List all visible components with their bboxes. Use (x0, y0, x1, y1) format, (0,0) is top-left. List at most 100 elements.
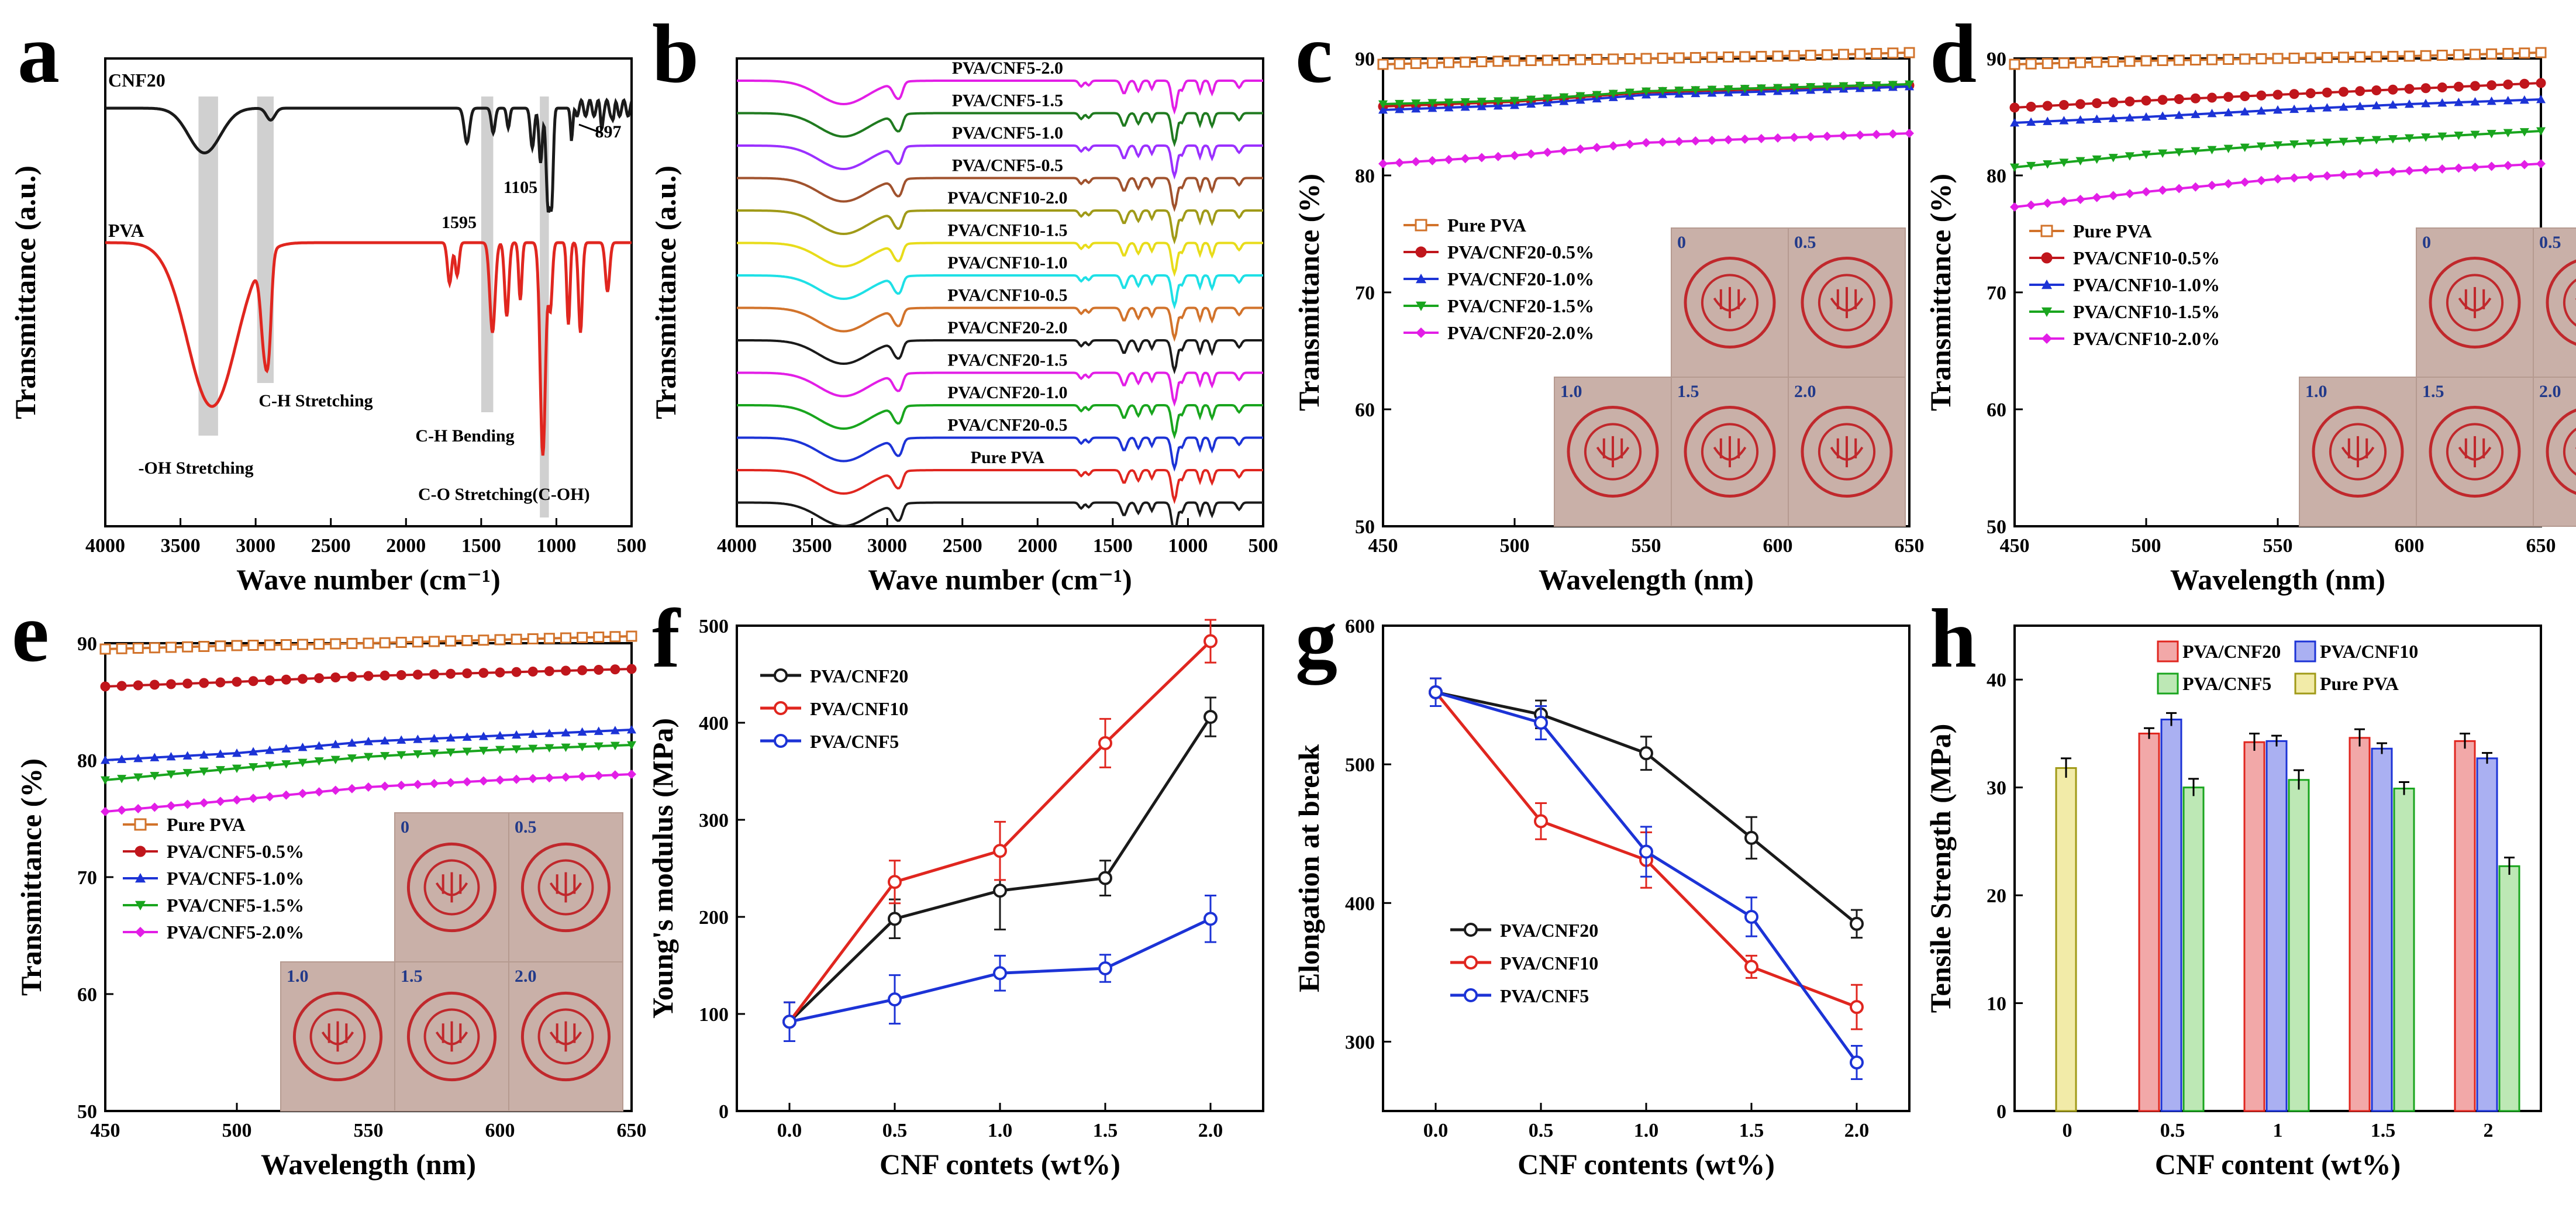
data-point (888, 992, 902, 1007)
data-point (2470, 81, 2480, 91)
data-point (2010, 202, 2019, 212)
data-point (2453, 49, 2464, 61)
y-axis-title: Young's modulus (MPa) (646, 718, 679, 1019)
data-point (199, 750, 209, 759)
data-point (1575, 54, 1586, 65)
bar (2371, 747, 2393, 1112)
axes-frame (104, 57, 633, 527)
y-tick-label: 80 (1355, 165, 1375, 187)
data-point (1855, 81, 1865, 91)
axes-frame (736, 57, 1264, 527)
data-point (511, 633, 522, 645)
logo-ring-outer (520, 842, 611, 933)
data-point (1203, 634, 1218, 648)
data-point (1411, 99, 1421, 108)
data-point (2190, 93, 2201, 103)
panel-f: f 0.0 0.5 1.0 1.5 2.0 0 100 200 300 400 500 CNF cont… (646, 592, 1264, 1181)
data-point (2042, 101, 2053, 111)
legend-label: PVA/CNF10 (810, 698, 908, 719)
data-point (150, 802, 160, 812)
data-point (1493, 151, 1503, 161)
data-point (363, 671, 374, 681)
y-tick-label: 400 (699, 713, 729, 734)
panel-label-h: h (1930, 592, 1977, 685)
data-point (182, 678, 193, 689)
data-point (330, 672, 341, 682)
data-point (1395, 99, 1405, 109)
data-point (1740, 85, 1750, 94)
logo-emblem (1830, 287, 1864, 319)
data-point (2502, 48, 2514, 59)
logo-ring-inner (309, 1008, 366, 1065)
data-point (2272, 89, 2283, 100)
bar (2454, 740, 2476, 1112)
data-point (1543, 147, 1553, 157)
bar (2138, 732, 2160, 1112)
data-point (627, 741, 636, 750)
data-point (2355, 169, 2365, 179)
data-point (577, 727, 587, 736)
data-point (182, 799, 192, 809)
data-point (1625, 88, 1634, 97)
x-axis-title: CNF content (wt%) (2155, 1148, 2401, 1181)
data-point (1773, 133, 1782, 143)
data-point (2355, 101, 2365, 111)
data-point (1543, 94, 1553, 103)
data-point (1839, 131, 1849, 140)
data-point (1415, 246, 1427, 258)
data-point (1608, 53, 1619, 65)
data-point (1744, 910, 1758, 924)
x-tick-label: 500 (1500, 535, 1530, 557)
legend-marker (1464, 923, 1478, 937)
x-tick-label: 500 (222, 1120, 252, 1141)
y-axis-title: Elongation at break (1292, 744, 1325, 992)
data-point (1427, 99, 1437, 108)
data-point (1525, 55, 1537, 66)
data-point (512, 774, 522, 784)
logo-emblem (435, 1021, 468, 1052)
data-point (2206, 54, 2218, 65)
data-point (281, 744, 291, 753)
logo-ring-outer (2546, 408, 2576, 495)
photo-label: 0.5 (2539, 233, 2561, 252)
photo-sample: 0.5 (1788, 227, 1906, 378)
data-point (1444, 155, 1454, 164)
data-point (429, 669, 439, 679)
data-point (2256, 175, 2266, 185)
data-point (132, 643, 144, 654)
data-point (2042, 58, 2053, 69)
annotation-arrow (578, 123, 603, 134)
legend-marker (774, 668, 788, 682)
data-point (1203, 912, 1218, 926)
data-point (1854, 48, 1866, 60)
legend-label: Pure PVA (2073, 220, 2152, 241)
legend-label: PVA/CNF5 (1500, 985, 1589, 1006)
data-point (2142, 150, 2151, 159)
logo-ring-outer (2429, 257, 2521, 349)
data-point (2371, 51, 2382, 63)
data-point (1526, 95, 1536, 104)
data-point (2306, 172, 2316, 182)
data-point (560, 632, 571, 644)
data-point (1416, 327, 1426, 338)
data-point (2503, 96, 2513, 105)
data-point (2173, 54, 2185, 66)
data-point (2388, 100, 2398, 109)
photo-label: 1.0 (287, 967, 309, 986)
data-point (133, 754, 143, 763)
y-tick-label: 90 (1987, 49, 2006, 70)
data-point (1706, 51, 1718, 63)
data-point (593, 632, 605, 643)
logo-ring-outer (1801, 257, 1893, 349)
data-point (2339, 137, 2349, 146)
data-point (2536, 127, 2546, 136)
legend-label: PVA/CNF5-2.0% (167, 922, 304, 943)
legend-label: PVA/CNF5-1.0% (167, 868, 304, 889)
data-point (993, 844, 1007, 858)
data-point (2519, 95, 2529, 104)
x-axis-title: Wavelength (nm) (261, 1148, 476, 1181)
data-point (2536, 95, 2546, 103)
logo-ring-inner (537, 859, 594, 916)
data-point (347, 754, 357, 763)
